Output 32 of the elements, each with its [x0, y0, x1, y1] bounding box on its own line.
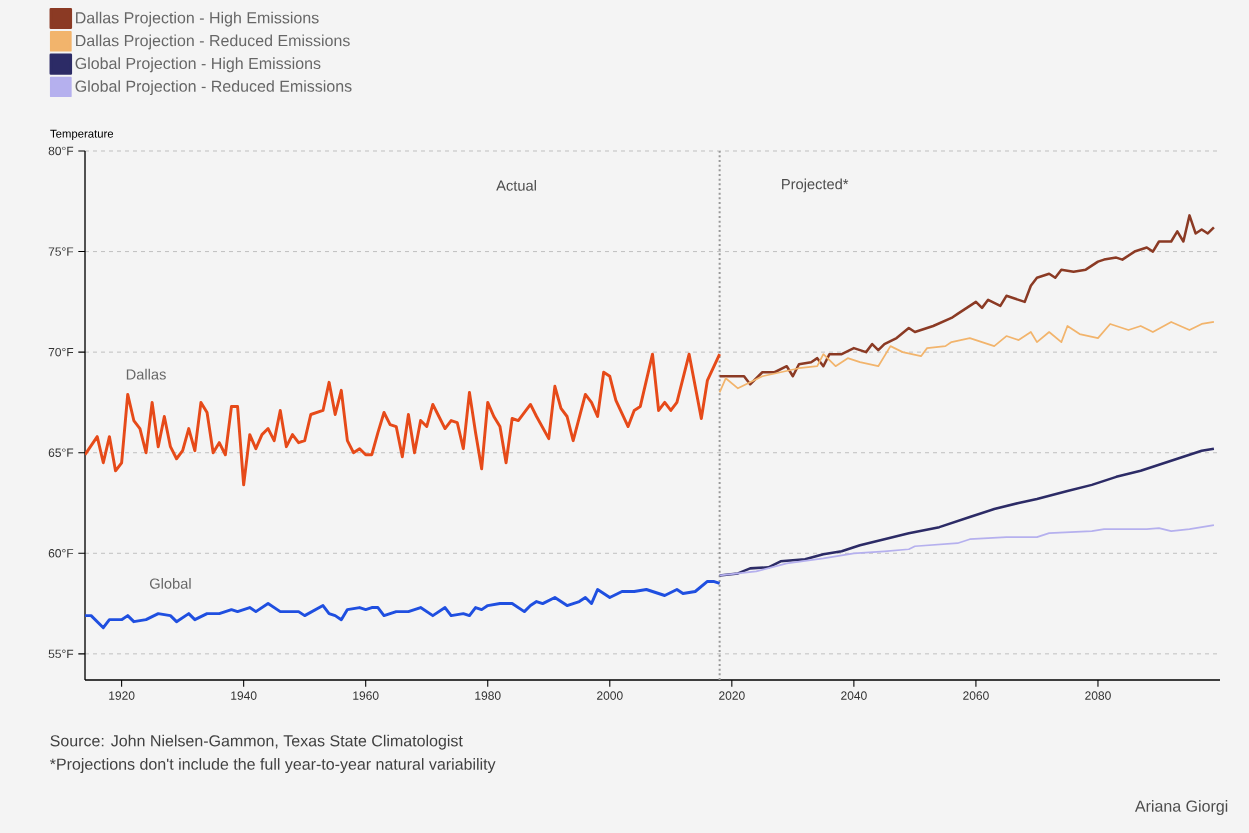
- y-axis-title: Temperature: [50, 129, 114, 140]
- annotation: Actual: [496, 180, 536, 191]
- series-label: Global: [149, 578, 191, 589]
- line-series: [85, 352, 722, 487]
- x-tick-label: 2000: [597, 691, 623, 700]
- series-label: Dallas: [126, 368, 166, 380]
- x-tick-label: 2080: [1085, 691, 1111, 700]
- line-series: [85, 579, 722, 630]
- legend-label: Dallas Projection - Reduced Emissions: [76, 34, 350, 50]
- legend-label: Global Projection - Reduced Emissions: [75, 80, 352, 96]
- y-tick-label: 75°F: [48, 247, 74, 256]
- legend-label: Global Projection - High Emissions: [75, 57, 321, 73]
- y-tick-label: 65°F: [48, 448, 74, 457]
- y-tick-label: 55°F: [48, 649, 74, 659]
- line-series: [718, 524, 1215, 577]
- y-tick-label: 60°F: [48, 549, 74, 558]
- text: Ariana Giorgi: [1134, 800, 1228, 815]
- annotation: Projected*: [782, 178, 849, 193]
- x-tick-label: 2020: [719, 691, 745, 700]
- y-tick-label: 70°F: [48, 347, 74, 357]
- y-tick-label: 80°F: [48, 146, 74, 156]
- line-series: [718, 447, 1216, 577]
- source-note: Source: John Nielsen-Gammon, Texas State Climatologist: [50, 734, 463, 750]
- text: *Projections don't include the full year-to-year natural variability: [49, 758, 496, 773]
- x-tick-label: 2060: [963, 691, 989, 700]
- x-tick-label: 2040: [841, 691, 867, 700]
- legend-label: Dallas Projection - High Emissions: [76, 11, 319, 27]
- x-tick-label: 1960: [353, 691, 379, 700]
- x-tick-label: 1980: [475, 691, 501, 700]
- line-series: [718, 321, 1215, 394]
- x-tick-label: 1920: [109, 691, 135, 700]
- x-tick-label: 1940: [231, 691, 257, 700]
